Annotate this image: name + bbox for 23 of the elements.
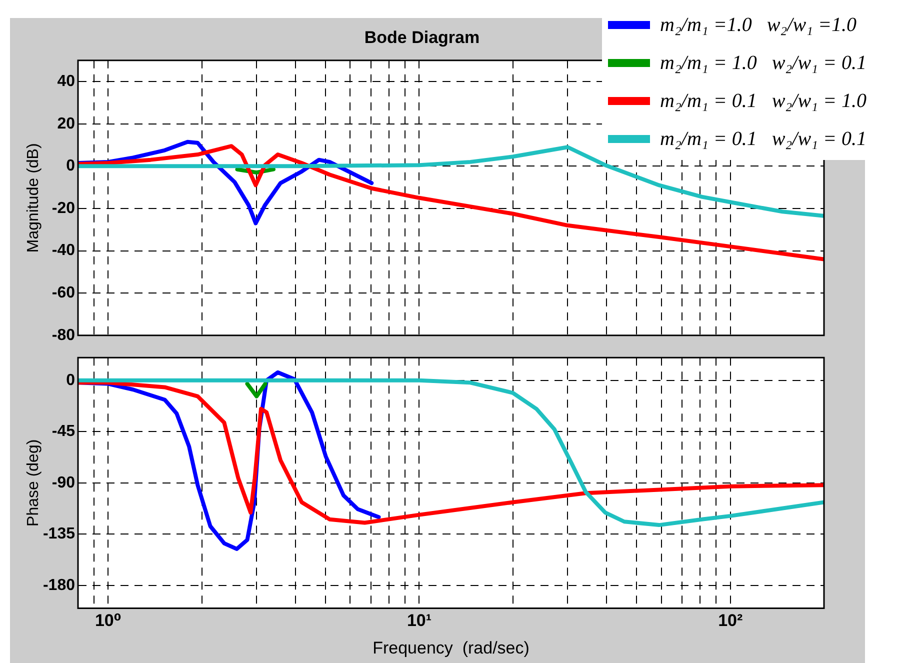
y-axis-title: Phase (deg) — [25, 439, 42, 526]
legend-label: m₂/m₁ =1.0 w₂/w₁ =1.0 — [660, 14, 856, 36]
legend-label: m₂/m₁ = 1.0 w₂/w₁ = 0.1 — [660, 52, 866, 74]
y-tick-label: -60 — [52, 284, 76, 302]
y-tick-label: 0 — [66, 372, 76, 389]
y-tick-label: -90 — [52, 474, 76, 492]
y-tick-label: -80 — [52, 326, 76, 344]
y-axis-title: Magnitude (dB) — [25, 143, 42, 253]
x-tick-label: 10² — [718, 611, 743, 630]
y-tick-label: -135 — [42, 526, 76, 543]
legend-label: m₂/m₁ = 0.1 w₂/w₁ = 1.0 — [660, 90, 866, 112]
y-tick-label: -20 — [52, 200, 76, 217]
x-axis-title: Frequency (rad/sec) — [372, 638, 530, 658]
legend-label: m₂/m₁ = 0.1 w₂/w₁ = 0.1 — [660, 128, 866, 150]
x-tick-label: 10⁰ — [94, 611, 122, 630]
y-tick-label: -180 — [42, 576, 76, 594]
y-tick-label: -40 — [52, 242, 76, 260]
y-tick-label: 40 — [57, 72, 76, 90]
chart-title: Bode Diagram — [364, 28, 480, 47]
y-tick-label: 20 — [57, 115, 76, 132]
y-tick-label: -45 — [52, 423, 76, 440]
x-tick-label: 10¹ — [406, 611, 432, 630]
y-tick-label: 0 — [66, 158, 76, 175]
